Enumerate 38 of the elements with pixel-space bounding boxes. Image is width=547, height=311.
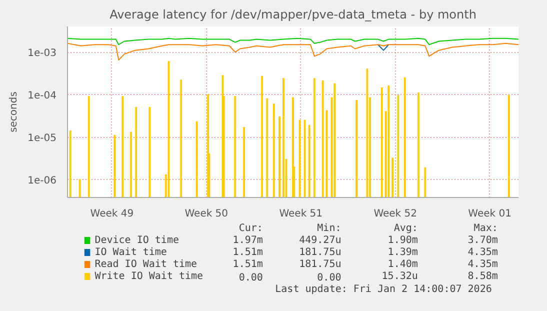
text: 181.75u (299, 247, 342, 258)
text: 1.39m (388, 247, 418, 258)
y-tick-label: 1e-06 (28, 176, 57, 187)
line-series (68, 38, 518, 46)
text: 1.51m (232, 247, 263, 258)
x-tick-label: Week 52 (374, 208, 418, 220)
text: 8.58m (468, 271, 498, 282)
text: Last update: Fri Jan 2 14:00:07 2026 (275, 284, 492, 295)
line-series (68, 42, 518, 61)
text: 15.32u (382, 271, 418, 282)
text: Max: (474, 223, 498, 234)
text: 1.97m (232, 235, 263, 246)
text: 181.75u (299, 259, 342, 270)
text: 0.00 (317, 272, 342, 284)
chart-title: Average latency for /dev/mapper/pve-data_tmeta - by month (110, 8, 476, 22)
text: 3.70m (468, 235, 498, 246)
y-axis-title: seconds (8, 92, 20, 132)
x-tick-label: Week 49 (90, 208, 134, 220)
legend-label: IO Wait time (94, 247, 167, 258)
legend-label: Write IO Wait time (94, 271, 204, 282)
text: Min: (317, 223, 342, 234)
text: 4.35m (468, 247, 498, 258)
legend-label: Read IO Wait time (94, 259, 198, 270)
x-tick-label: Week 50 (184, 208, 228, 220)
y-tick-label: 1e-04 (28, 90, 57, 102)
text: 4.35m (468, 259, 498, 270)
legend-label: Device IO time (94, 235, 180, 246)
text: Avg: (394, 223, 418, 234)
x-tick-label: Week 01 (468, 208, 512, 220)
text: 1.90m (388, 235, 418, 246)
text: 0.00 (238, 272, 263, 284)
text: Cur: (238, 223, 263, 234)
y-tick-label: 1e-05 (28, 133, 57, 144)
y-tick-label: 1e-03 (28, 48, 57, 60)
x-tick-label: Week 51 (279, 208, 323, 220)
text: 449.27u (299, 235, 342, 246)
text: 1.51m (232, 259, 263, 270)
text: 1.40m (388, 259, 418, 270)
